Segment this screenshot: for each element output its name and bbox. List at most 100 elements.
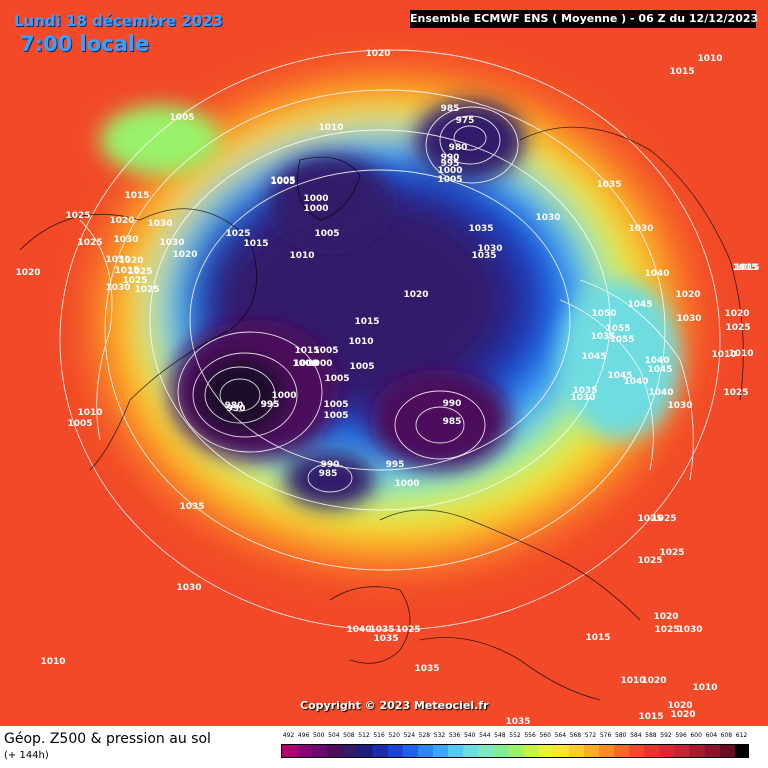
pressure-label: 1010 [620,676,645,686]
pressure-label: 1000 [307,359,332,369]
legend-tick-label: 500 [312,732,325,739]
pressure-label: 1015 [243,239,268,249]
legend-swatch [327,745,343,757]
pressure-label: 1035 [471,251,496,261]
pressure-label: 1015 [638,712,663,722]
pressure-label: 1015 [354,317,379,327]
pressure-label: 1025 [122,276,147,286]
pressure-label: 1030 [105,283,130,293]
pressure-label: 1040 [644,356,669,366]
pressure-label: 1025 [134,285,159,295]
pressure-label: 1030 [535,213,560,223]
pressure-label: 1010 [692,683,717,693]
pressure-label: 1025 [65,211,90,221]
pressure-label: 1005 [437,175,462,185]
pressure-label: 1000 [303,204,328,214]
pressure-label: 1025 [225,229,250,239]
pressure-label: 1040 [346,625,371,635]
pressure-label: 1045 [647,365,672,375]
forecast-date: Lundi 18 décembre 2023 [14,12,223,30]
legend-swatch [448,745,464,757]
pressure-label: 1045 [627,300,652,310]
legend-swatch [644,745,660,757]
legend-tick-label: 516 [373,732,385,739]
pressure-label: 1030 [677,625,702,635]
pressure-label: 1005 [270,176,295,186]
pressure-label: 1020 [724,309,749,319]
pressure-label: 1010 [77,408,102,418]
pressure-label: 1015 [669,67,694,77]
legend-swatch [659,745,676,757]
pressure-label: 1030 [667,401,692,411]
isobars [59,49,721,631]
pressure-label: 1040 [648,388,673,398]
model-run-label: Ensemble ECMWF ENS ( Moyenne ) - 06 Z du… [410,10,758,28]
pressure-label: 1010 [728,349,753,359]
legend-tick-labels: 492 496 500 504 508 512 516 520 524 528 532 536 540 5… [281,732,749,742]
pressure-label: 1005 [67,419,92,429]
legend-tick-label: 564 [554,732,567,739]
pressure-label: 990 [321,460,340,470]
legend-tick-label: 552 [509,732,521,739]
pressure-label: 1015 [124,191,149,201]
pressure-label: 1030 [176,583,201,593]
pressure-label: 985 [441,104,460,114]
pressure-label: 1030 [676,314,701,324]
pressure-label: 995 [261,400,280,410]
pressure-label: 1035 [414,664,439,674]
pressure-label: 1025 [395,625,420,635]
trough-cores [100,100,680,508]
pressure-label: 980 [449,143,468,153]
pressure-label: 1005 [313,346,338,356]
legend-tick-label: 572 [584,732,597,739]
pressure-label: 1030 [570,393,595,403]
pressure-label: 1035 [369,625,394,635]
pressure-label: 1025 [651,514,676,524]
legend-swatch [583,745,600,757]
pressure-label: 980 [225,401,244,411]
pressure-label: 1005 [314,229,339,239]
pressure-label: 1025 [723,388,748,398]
legend-swatch [478,745,494,757]
pressure-label: 1015 [294,346,319,356]
legend-swatch [704,745,721,757]
pressure-label: 1020 [667,701,692,711]
pressure-label: 990 [443,399,462,409]
color-scale-legend [281,744,749,758]
legend-swatch [523,745,540,757]
pressure-label: 1015 [732,263,757,273]
legend-swatch [599,745,615,757]
pressure-label: 995 [441,159,460,169]
legend-tick-label: 508 [343,732,355,739]
pressure-label: 1030 [105,255,130,265]
coastlines [19,126,744,701]
legend-swatch [674,745,691,757]
legend-swatch [417,745,434,757]
pressure-label: 975 [456,116,475,126]
legend-swatch [508,745,525,757]
pressure-label: 1035 [572,386,597,396]
legend-tick-label: 592 [660,732,672,739]
legend-swatch [342,745,358,757]
legend-swatch [493,745,509,757]
pressure-label: 1035 [596,180,621,190]
pressure-label: 990 [441,153,460,163]
pressure-label: 1005 [169,113,194,123]
pressure-label: 985 [319,469,338,479]
legend-swatch [553,745,570,757]
pressure-label: 1005 [270,177,295,187]
legend-swatch [282,745,298,757]
pressure-label: 1025 [654,625,679,635]
legend-swatch [463,745,479,757]
pressure-label: 1000 [271,391,296,401]
pressure-label: 1035 [179,502,204,512]
pressure-label: 1025 [725,323,750,333]
pressure-label: 1015 [734,263,759,273]
legend-tick-label: 496 [297,732,310,739]
pressure-label: 1055 [605,324,630,334]
pressure-label: 1010 [711,350,736,360]
lead-time: (+ 144h) [4,750,49,761]
pressure-label: 1020 [403,290,428,300]
